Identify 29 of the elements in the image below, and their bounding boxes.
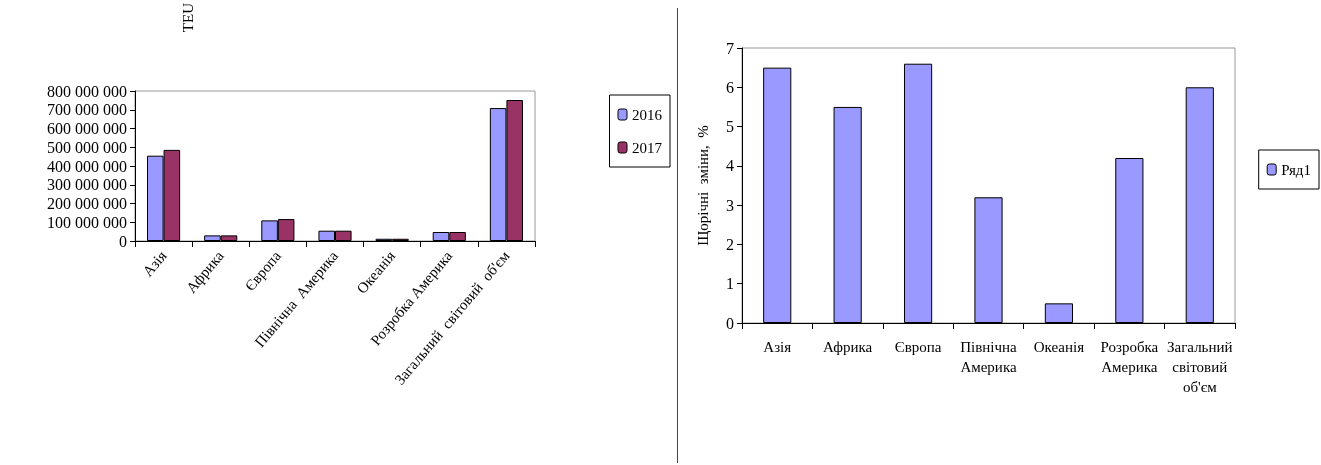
y-tick-label: 6 [726,78,734,96]
x-tick-label: Азія [763,339,792,355]
y-tick-label: 0 [119,232,127,250]
y-tick-label: 4 [726,157,734,175]
y-axis-title: TEU [179,2,196,33]
y-tick-label: 200 000 000 [47,195,127,212]
x-tick-label: Європа [894,339,942,355]
x-tick-label: Загальний світовий об'єм [1167,339,1233,395]
y-tick-label: 2 [726,235,734,253]
y-tick-label: 700 000 000 [47,101,127,119]
y-tick-label: 3 [726,196,734,214]
y-tick-label: 500 000 000 [47,138,127,156]
legend-label: Ряд1 [1281,161,1312,178]
legend-label: 2017 [632,139,663,156]
y-axis-title: Щорічні зміни, % [694,125,711,246]
y-tick-label: 800 000 000 [47,82,127,100]
y-tick-label: 0 [726,314,734,332]
y-tick-label: 1 [726,275,734,293]
x-tick-label: Розробка Америка [1100,339,1159,375]
y-tick-label: 5 [726,118,734,136]
y-tick-label: 300 000 000 [47,176,127,194]
x-tick-label: Африка [823,339,873,355]
x-tick-label: Океанія [1033,339,1085,355]
y-tick-label: 7 [726,39,734,57]
legend-label: 2016 [632,106,663,123]
y-tick-label: 100 000 000 [47,213,127,231]
y-tick-label: 400 000 000 [47,157,127,175]
x-tick-label: Північна Америка [960,339,1018,375]
y-tick-label: 600 000 000 [47,120,127,137]
